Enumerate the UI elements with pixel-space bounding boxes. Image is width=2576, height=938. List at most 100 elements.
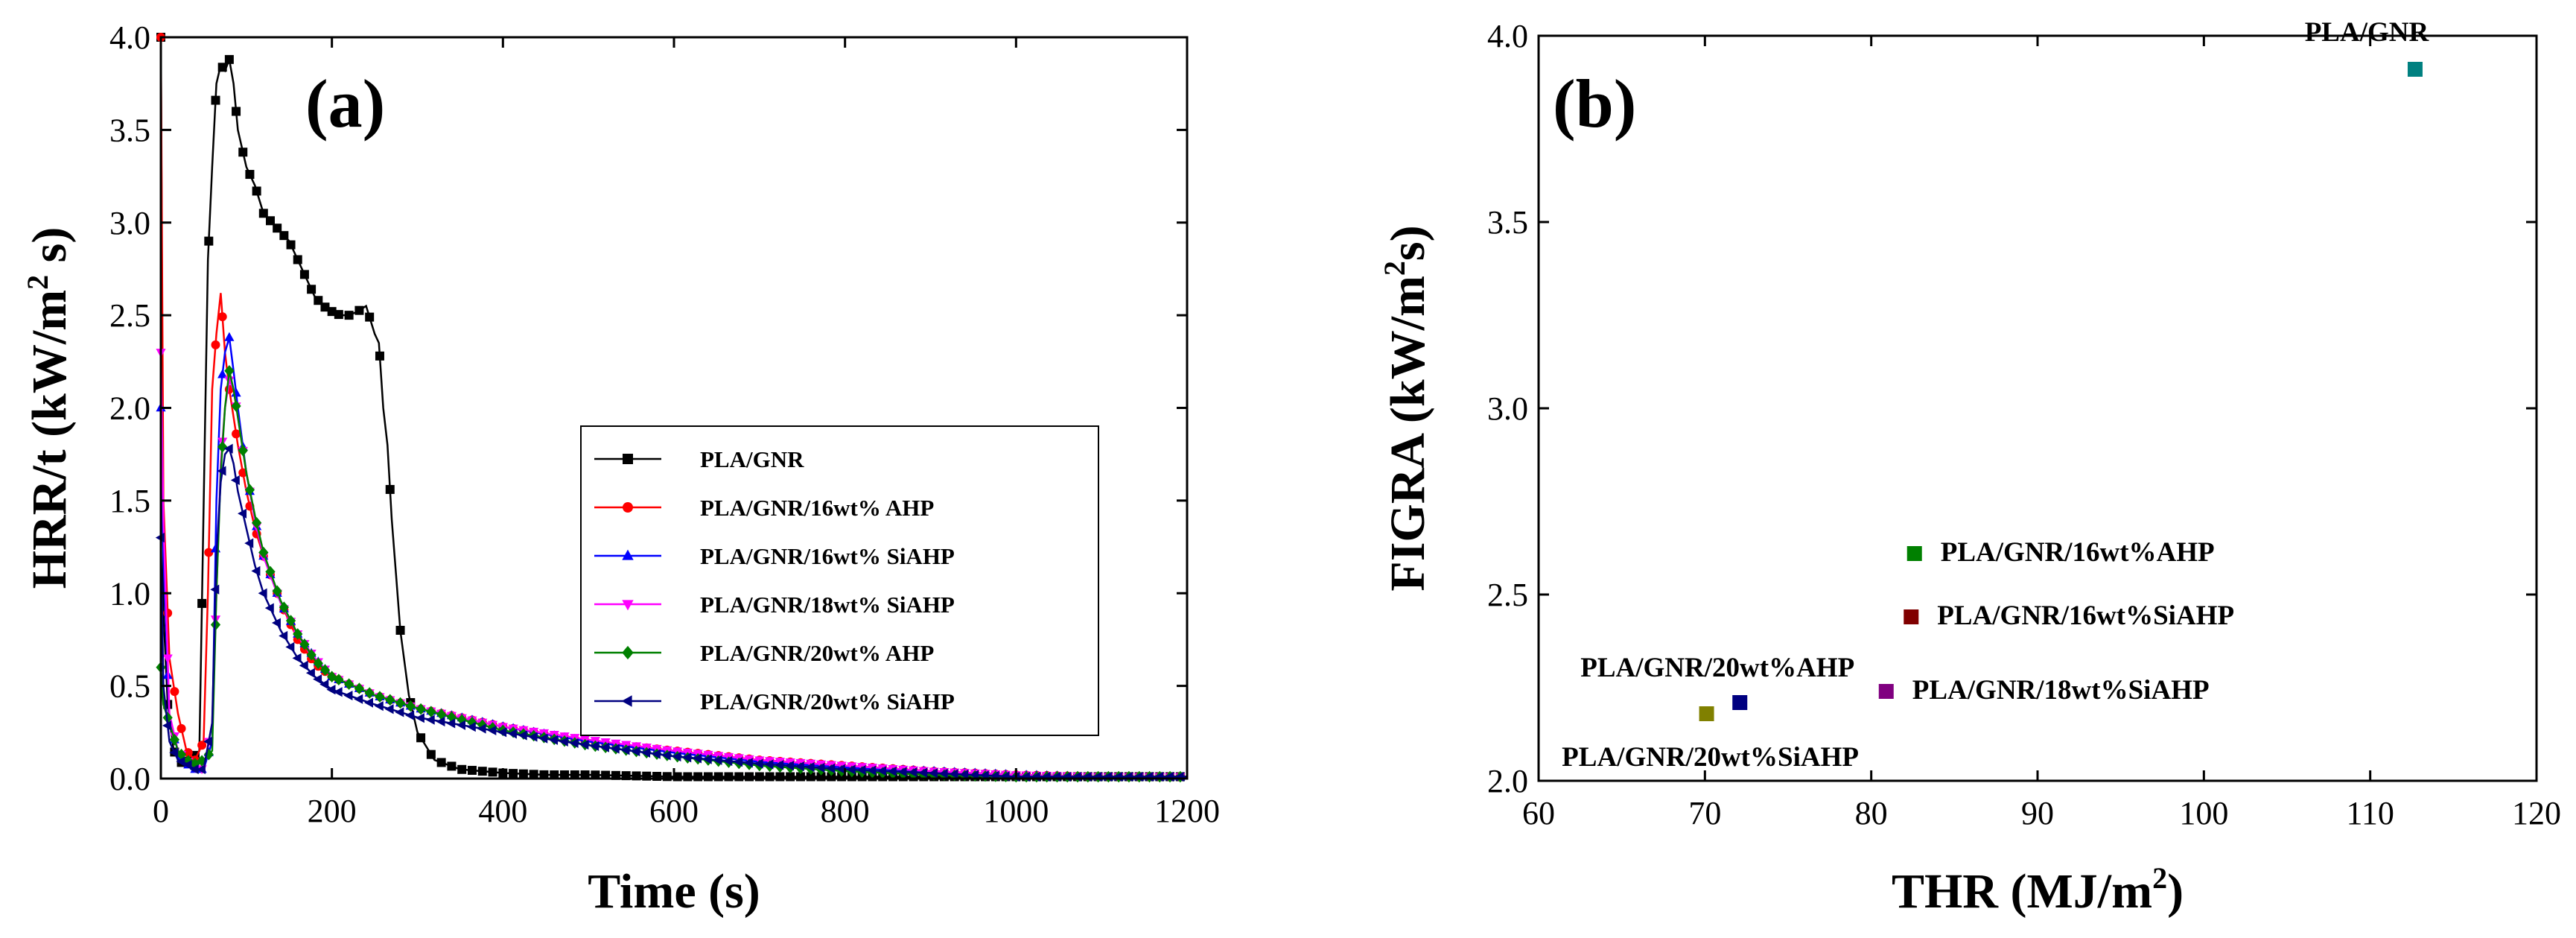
series-pla-gnr-marker: [344, 311, 354, 320]
series-pla-gnr-20wtpct-ahp-marker: [272, 585, 282, 598]
point-pla-gnr-20wtpctahp-marker: [1732, 695, 1748, 710]
series-pla-gnr-20wtpct-siahp-marker: [692, 753, 702, 764]
figra-axis-ticks: 60 70 80 90 100 110 120 2.0 2.5 3.0 3.5 4.0: [1487, 18, 2561, 831]
series-pla-gnr-20wtpct-siahp-marker: [326, 685, 336, 695]
series-pla-gnr-20wtpct-siahp-marker: [713, 755, 722, 765]
series-pla-gnr-marker: [591, 770, 600, 780]
hrr-x-tick-label: 800: [821, 793, 870, 829]
series-pla-gnr-20wtpct-ahp-marker: [477, 719, 488, 731]
series-pla-gnr-20wtpct-siahp-marker: [264, 603, 274, 613]
series-pla-gnr-20wtpct-siahp-marker: [908, 767, 917, 778]
series-pla-gnr-20wtpct-siahp-marker: [661, 750, 671, 761]
series-pla-gnr-16wtpct-siahp-marker: [217, 369, 228, 378]
legend-entry-pla-gnr-16wtpct-ahp-marker: [623, 502, 633, 513]
series-pla-gnr-marker: [314, 296, 323, 305]
series-pla-gnr-20wtpct-ahp-marker: [364, 687, 375, 699]
legend-entry-pla-gnr-16wtpct-ahp: PLA/GNR/16wt% AHP: [594, 495, 934, 521]
series-pla-gnr-marker: [457, 764, 467, 774]
series-pla-gnr-20wtpct-siahp-marker: [743, 758, 753, 768]
hrr-y-axis-title-end: s): [22, 227, 77, 275]
hrr-y-axis-title: HRR/t (kW/m2 s): [21, 227, 77, 589]
series-pla-gnr-20wtpct-ahp-marker: [344, 678, 354, 690]
series-pla-gnr-marker: [197, 598, 207, 608]
series-pla-gnr-marker: [529, 770, 538, 779]
series-pla-gnr-marker: [299, 270, 309, 279]
series-pla-gnr-20wtpct-siahp-marker: [897, 767, 907, 777]
legend-entry-pla-gnr-18wtpct-siahp-label: PLA/GNR/18wt% SiAHP: [700, 592, 955, 618]
series-pla-gnr-20wtpct-siahp-marker: [826, 763, 836, 773]
series-pla-gnr-20wtpct-ahp-marker: [395, 697, 406, 709]
series-pla-gnr-20wtpct-siahp-marker: [734, 757, 743, 767]
series-pla-gnr-marker: [279, 231, 289, 241]
series-pla-gnr-18wtpct-siahp-marker: [162, 654, 173, 664]
hrr-y-tick-label: 2.5: [109, 297, 150, 334]
series-pla-gnr-marker: [745, 772, 754, 782]
series-pla-gnr-marker: [258, 209, 268, 218]
series-pla-gnr-marker: [693, 772, 703, 782]
series-pla-gnr-20wtpct-siahp-marker: [775, 760, 784, 770]
point-pla-gnr-18wtpctsiahp-marker: [1878, 684, 1894, 699]
hrr-x-tick-label: 1000: [983, 793, 1049, 829]
legend-entry-pla-gnr-18wtpct-siahp: PLA/GNR/18wt% SiAHP: [594, 592, 955, 618]
series-pla-gnr-20wtpct-siahp-marker: [805, 761, 815, 773]
series-pla-gnr-marker: [354, 305, 364, 315]
figra-y-tick-label: 4.0: [1487, 18, 1528, 54]
series-pla-gnr-marker: [488, 767, 497, 777]
hrr-x-tick-label: 200: [308, 793, 357, 829]
point-pla-gnr-marker: [2407, 62, 2423, 77]
series-pla-gnr-20wtpct-ahp-marker: [436, 709, 447, 720]
series-pla-gnr-marker: [550, 770, 559, 780]
series-pla-gnr-20wtpct-siahp-marker: [244, 538, 254, 548]
series-pla-gnr-marker: [570, 770, 579, 780]
series-pla-gnr-20wtpct-siahp-marker: [271, 618, 281, 628]
series-pla-gnr-20wtpct-ahp-marker: [293, 628, 303, 640]
series-pla-gnr-20wtpct-siahp-marker: [938, 768, 948, 779]
series-pla-gnr-20wtpct-siahp-marker: [856, 764, 866, 776]
series-pla-gnr-20wtpct-siahp-marker: [887, 766, 897, 776]
series-pla-gnr-20wtpct-siahp-marker: [507, 729, 517, 739]
series-pla-gnr-20wtpct-siahp-marker: [928, 768, 938, 779]
series-pla-gnr-16wtpct-siahp-marker: [224, 332, 235, 341]
figra-x-tick-label: 70: [1688, 795, 1721, 831]
legend-entry-pla-gnr-marker: [623, 454, 633, 464]
figra-x-axis-title-end: ): [2167, 864, 2184, 919]
legend-entry-pla-gnr-20wtpct-siahp-label: PLA/GNR/20wt% SiAHP: [700, 688, 955, 714]
series-pla-gnr-20wtpct-siahp-marker: [702, 754, 712, 764]
series-pla-gnr-20wtpct-siahp-marker: [518, 730, 527, 741]
series-pla-gnr-marker: [724, 772, 734, 782]
figra-x-tick-label: 60: [1522, 795, 1555, 831]
series-pla-gnr-20wtpct-siahp-marker: [446, 718, 456, 729]
series-pla-gnr-20wtpct-siahp-marker: [959, 769, 969, 780]
series-pla-gnr-marker: [683, 772, 693, 782]
legend-entry-pla-gnr-20wtpct-ahp: PLA/GNR/20wt% AHP: [594, 640, 934, 666]
series-pla-gnr-20wtpct-ahp-marker: [306, 649, 317, 661]
series-pla-gnr-marker: [320, 302, 330, 312]
hrr-y-tick-label: 1.5: [109, 483, 150, 519]
series-pla-gnr-20wtpct-ahp-marker: [169, 733, 179, 746]
series-pla-gnr-20wtpct-siahp-marker: [292, 653, 302, 663]
series-pla-gnr-marker: [245, 170, 255, 180]
figra-thr-chart: 60 70 80 90 100 110 120 2.0 2.5 3.0 3.5 4.0 PLA/GNR…: [1378, 17, 2561, 919]
series-pla-gnr-16wtpct-ahp-marker: [170, 687, 179, 697]
series-pla-gnr-20wtpct-ahp-marker: [327, 671, 337, 682]
point-pla-gnr-label: PLA/GNR: [2305, 17, 2430, 48]
hrr-y-tick-label: 2.0: [109, 390, 150, 427]
series-pla-gnr-marker: [395, 626, 405, 635]
series-pla-gnr-20wtpct-siahp-marker: [836, 764, 845, 774]
series-pla-gnr-20wtpct-ahp-marker: [334, 674, 344, 685]
series-pla-gnr-20wtpct-siahp-marker: [651, 749, 661, 759]
figra-plot-frame: [1537, 34, 2538, 782]
hrr-y-axis-title-main: HRR/t (kW/m: [22, 290, 77, 589]
series-pla-gnr-20wtpct-siahp-marker: [343, 690, 353, 701]
series-pla-gnr-20wtpct-ahp-marker: [354, 682, 365, 694]
figra-x-axis-title-sup: 2: [2152, 861, 2167, 895]
figra-x-tick-label: 110: [2346, 795, 2394, 831]
series-pla-gnr-20wtpct-ahp-marker: [244, 484, 255, 496]
series-pla-gnr-marker: [375, 351, 384, 361]
figra-x-tick-label: 100: [2179, 795, 2228, 831]
series-pla-gnr-marker: [217, 63, 227, 72]
series-pla-gnr-20wtpct-siahp-marker: [641, 747, 651, 758]
series-pla-gnr-20wtpct-siahp-marker: [305, 668, 315, 678]
series-pla-gnr-20wtpct-siahp-marker: [579, 739, 589, 750]
